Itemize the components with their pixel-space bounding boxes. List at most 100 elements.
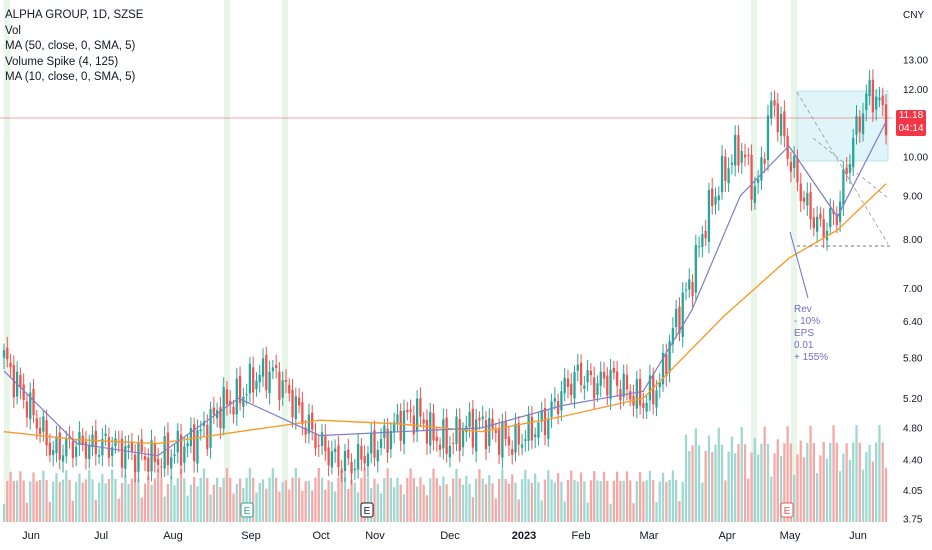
volume-bar <box>514 482 517 522</box>
candle-body <box>829 208 832 228</box>
trend-line-upper <box>796 91 889 245</box>
volume-bar <box>622 480 625 522</box>
candle-body <box>124 446 127 469</box>
candle-body <box>45 420 48 446</box>
candle-body <box>661 353 665 385</box>
candle-body <box>419 398 422 417</box>
candle-body <box>704 230 707 239</box>
candlesticks <box>2 69 888 485</box>
annotation-line-4: 0.01 <box>794 340 814 351</box>
candle-body <box>134 454 137 472</box>
candle-body <box>730 162 734 165</box>
candle-body <box>547 419 550 439</box>
time-axis[interactable]: Jun Jul Aug Sep Oct Nov Dec 2023 Feb Mar Apr May Jun <box>22 530 867 542</box>
candle-body <box>770 100 773 119</box>
volume-bar <box>284 480 288 522</box>
candle-body <box>111 447 114 456</box>
volume-bar <box>278 491 281 522</box>
volume-bar <box>734 453 737 522</box>
earnings-marker-aug[interactable]: E <box>240 502 254 518</box>
volume-bar <box>445 484 448 522</box>
indicator-ma50[interactable]: MA (50, close, 0, SMA, 5) <box>5 40 136 52</box>
volume-bar <box>422 484 425 522</box>
candle-body <box>799 183 802 202</box>
volume-bar <box>691 445 694 522</box>
symbol-title[interactable]: ALPHA GROUP, 1D, SZSE <box>5 9 144 21</box>
candle-body <box>494 430 497 433</box>
volume-bar <box>484 484 488 522</box>
volume-bar <box>681 481 684 522</box>
volume-bar <box>258 482 261 522</box>
volume-bar <box>573 479 576 522</box>
candle-body <box>32 389 35 416</box>
candle-body <box>179 434 183 466</box>
volume-bar <box>583 481 586 522</box>
candle-body <box>58 432 61 460</box>
candle-body <box>130 441 134 453</box>
volume-bar <box>809 425 812 522</box>
candle-body <box>576 364 579 371</box>
indicator-ma10[interactable]: MA (10, close, 0, SMA, 5) <box>5 71 136 83</box>
indicator-volume[interactable]: Vol <box>5 24 21 37</box>
volume-bar <box>353 482 356 522</box>
candle-body <box>760 157 763 181</box>
candle-body <box>78 432 81 446</box>
candle-body <box>701 234 704 248</box>
volume-bar <box>504 478 507 522</box>
volume-bar <box>642 481 645 522</box>
volume-bar <box>29 481 32 522</box>
volume-bar <box>625 471 629 522</box>
candle-body <box>717 195 720 201</box>
candle-body <box>25 401 29 418</box>
candle-body <box>707 189 711 242</box>
candle-body <box>330 451 334 468</box>
candle-body <box>504 421 507 440</box>
volume-bar <box>281 482 284 522</box>
volume-bar <box>373 478 376 522</box>
volume-bar <box>120 483 124 522</box>
volume-bar <box>488 474 491 522</box>
candle-body <box>71 441 74 459</box>
volume-bar <box>383 477 386 522</box>
candle-body <box>484 420 488 450</box>
y-tick-label: 4.05 <box>903 486 923 497</box>
earnings-marker-apr[interactable]: E <box>780 502 794 518</box>
volume-bar <box>38 480 42 522</box>
candle-body <box>766 115 770 161</box>
indicator-volume-spike[interactable]: Volume Spike (4, 125) <box>5 55 119 68</box>
volume-bar <box>842 453 845 522</box>
volume-bar <box>740 427 743 522</box>
volume-bar <box>701 482 704 522</box>
candle-body <box>438 444 442 450</box>
candle-body <box>271 367 275 372</box>
volume-bar <box>425 495 429 522</box>
volume-bar <box>255 492 258 522</box>
candle-body <box>445 417 448 454</box>
candle-body <box>481 416 484 420</box>
price-axis[interactable]: 3.75 4.05 4.40 4.80 5.20 5.80 6.40 7.00 8.00 9.00… <box>903 56 928 526</box>
candle-body <box>579 363 583 386</box>
volume-bar <box>124 474 127 522</box>
candle-body <box>783 111 786 137</box>
candle-body <box>265 354 268 391</box>
candle-body <box>452 442 455 444</box>
candle-body <box>232 407 235 415</box>
volume-bar <box>822 441 825 522</box>
volume-bar <box>763 426 766 522</box>
candle-body <box>865 93 868 110</box>
volume-spike-band <box>4 0 10 522</box>
candle-body <box>468 411 471 427</box>
volume-bar <box>324 489 327 522</box>
volume-bar <box>697 445 701 522</box>
volume-bar <box>796 454 799 522</box>
volume-bar <box>475 478 478 522</box>
volume-bar <box>858 442 861 522</box>
volume-bar <box>297 477 301 522</box>
candle-body <box>48 442 52 456</box>
candle-body <box>19 374 22 388</box>
volume-bar <box>94 499 97 522</box>
earnings-marker-oct[interactable]: E <box>360 502 374 518</box>
volume-bar <box>65 470 68 522</box>
candle-body <box>425 419 429 444</box>
